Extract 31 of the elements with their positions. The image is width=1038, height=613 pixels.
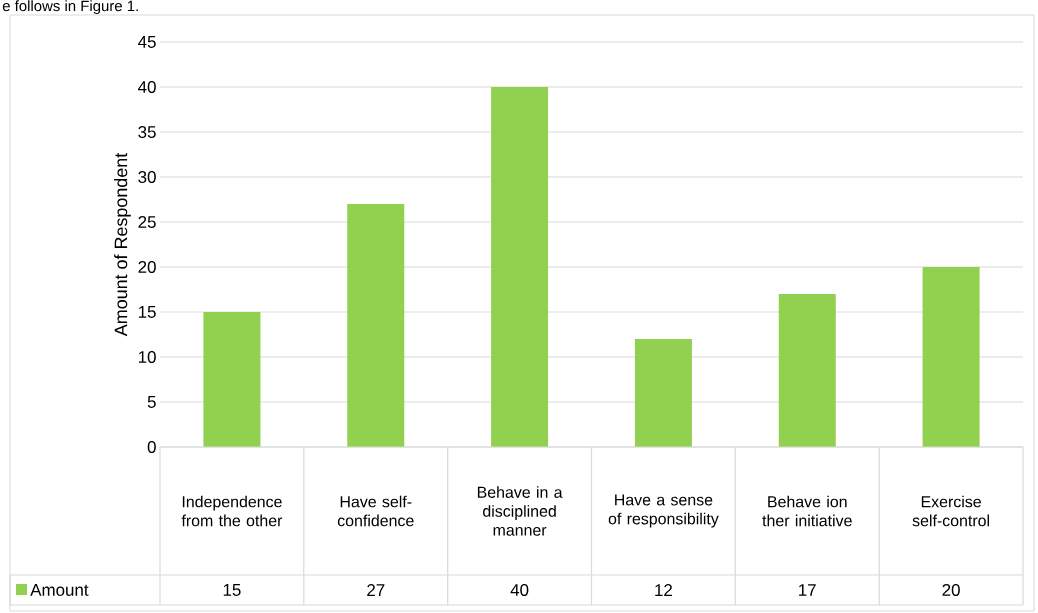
legend-label: Amount xyxy=(30,584,89,596)
y-tick-label: 45 xyxy=(138,36,156,48)
y-axis-title: Amount of Respondent xyxy=(114,152,131,337)
x-tick-label: Have self-confidence xyxy=(337,495,414,527)
y-tick-label: 5 xyxy=(147,396,156,408)
y-tick-label: 25 xyxy=(138,215,156,228)
data-label: 27 xyxy=(367,584,385,596)
bar xyxy=(203,311,261,447)
bar xyxy=(922,266,980,447)
bar xyxy=(778,293,836,447)
x-tick-label: Behave ion ther initiative xyxy=(762,495,852,527)
x-tick-label: Behave in a disciplined manner xyxy=(477,486,563,536)
x-tick-label: Independence from the other xyxy=(181,495,283,527)
bar xyxy=(634,338,692,447)
text: e follows in Figure 1. xyxy=(2,0,138,15)
data-label: 17 xyxy=(799,584,816,596)
data-label: 20 xyxy=(942,583,960,596)
x-tick-label: Exercise self-control xyxy=(912,495,989,527)
y-tick-label: 10 xyxy=(138,350,156,363)
y-tick-label: 35 xyxy=(138,125,156,138)
data-label: 15 xyxy=(223,584,241,596)
data-label: 12 xyxy=(655,584,672,596)
y-tick-label: 40 xyxy=(138,80,156,93)
bar xyxy=(491,86,549,447)
x-tick-label: Have a sense of responsibility xyxy=(608,494,719,528)
y-tick-label: 20 xyxy=(138,260,156,273)
y-tick-label: 30 xyxy=(138,170,156,183)
y-tick-label: 15 xyxy=(138,306,156,318)
data-label: 40 xyxy=(510,583,529,596)
y-tick-label: 0 xyxy=(147,440,156,453)
bar xyxy=(347,203,405,447)
